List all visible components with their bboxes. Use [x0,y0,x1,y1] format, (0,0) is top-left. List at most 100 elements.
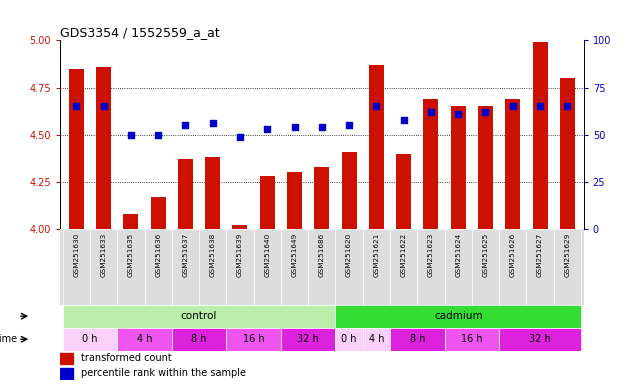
Bar [62,229,90,305]
Bar [172,328,227,351]
Text: GSM251624: GSM251624 [455,233,461,277]
Bar [560,78,575,229]
Bar [232,225,247,229]
Bar [336,229,363,305]
Point [98,103,109,109]
Text: GSM251640: GSM251640 [264,233,270,277]
Text: 0 h: 0 h [82,334,98,344]
Bar [314,167,329,229]
Bar [227,328,281,351]
Bar [60,353,73,364]
Bar [472,229,499,305]
Bar [417,229,445,305]
Bar [151,197,166,229]
Bar [287,172,302,229]
Text: GSM251649: GSM251649 [292,233,298,277]
Text: 8 h: 8 h [410,334,425,344]
Bar [308,229,336,305]
Text: GSM251633: GSM251633 [100,233,107,277]
Bar [336,328,363,351]
Point [262,126,273,132]
Point [562,103,572,109]
Bar [396,154,411,229]
Bar [199,229,227,305]
Point [480,109,490,115]
Text: transformed count: transformed count [81,353,172,363]
Text: 16 h: 16 h [243,334,264,344]
Bar [499,229,526,305]
Text: GSM251630: GSM251630 [73,233,80,277]
Bar [117,328,172,351]
Text: GSM251639: GSM251639 [237,233,243,277]
Bar [478,106,493,229]
Bar [341,152,357,229]
Text: GSM251637: GSM251637 [182,233,189,277]
Text: GSM251686: GSM251686 [319,233,325,277]
Bar [363,229,390,305]
Bar [451,106,466,229]
Bar [117,229,144,305]
Point [126,132,136,138]
Text: GSM251620: GSM251620 [346,233,352,277]
Text: 32 h: 32 h [297,334,319,344]
Point [426,109,436,115]
Bar [533,42,548,229]
Text: GSM251627: GSM251627 [537,233,543,277]
Text: GSM251638: GSM251638 [209,233,216,277]
Text: GSM251626: GSM251626 [510,233,516,277]
Bar [423,99,439,229]
Text: 4 h: 4 h [137,334,152,344]
Point [371,103,381,109]
Text: 16 h: 16 h [461,334,483,344]
Bar [144,229,172,305]
Bar [178,159,193,229]
Bar [69,69,84,229]
Point [535,103,545,109]
Text: GSM251629: GSM251629 [564,233,570,277]
Point [208,120,218,126]
Point [153,132,163,138]
Bar [553,229,581,305]
Point [180,122,191,128]
Bar [62,328,117,351]
Bar [336,305,581,328]
Bar [390,229,417,305]
Bar [205,157,220,229]
Text: GSM251622: GSM251622 [401,233,406,277]
Point [453,111,463,117]
Bar [96,67,111,229]
Text: 0 h: 0 h [341,334,357,344]
Bar [227,229,254,305]
Bar [445,229,472,305]
Bar [281,328,336,351]
Point [508,103,518,109]
Point [235,134,245,140]
Text: GSM251621: GSM251621 [374,233,379,277]
Point [290,124,300,130]
Bar [172,229,199,305]
Bar [90,229,117,305]
Bar [505,99,520,229]
Bar [60,367,73,379]
Text: cadmium: cadmium [434,311,483,321]
Bar [363,328,390,351]
Text: percentile rank within the sample: percentile rank within the sample [81,368,246,378]
Bar [254,229,281,305]
Bar [124,214,138,229]
Bar [281,229,308,305]
Text: GSM251635: GSM251635 [128,233,134,277]
Text: 32 h: 32 h [529,334,551,344]
Text: control: control [181,311,217,321]
Text: GSM251625: GSM251625 [483,233,488,277]
Point [71,103,81,109]
Text: GSM251623: GSM251623 [428,233,434,277]
Bar [526,229,553,305]
Bar [499,328,581,351]
Text: GSM251636: GSM251636 [155,233,161,277]
Text: 8 h: 8 h [191,334,207,344]
Bar [62,305,336,328]
Bar [369,65,384,229]
Point [317,124,327,130]
Bar [260,176,274,229]
Text: GDS3354 / 1552559_a_at: GDS3354 / 1552559_a_at [60,26,220,39]
